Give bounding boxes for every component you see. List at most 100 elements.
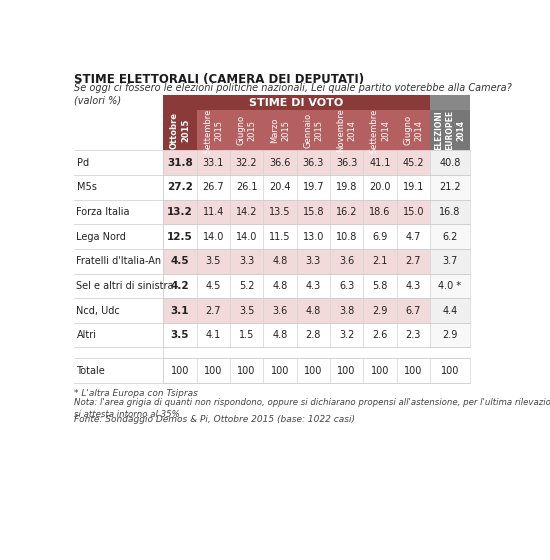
Text: 3.2: 3.2 xyxy=(339,330,354,340)
Text: Fratelli d'Italia-An: Fratelli d'Italia-An xyxy=(76,256,162,266)
Text: 2.6: 2.6 xyxy=(372,330,388,340)
Bar xyxy=(430,224,470,249)
Text: 6.3: 6.3 xyxy=(339,281,354,291)
Bar xyxy=(197,110,230,151)
Bar xyxy=(163,95,430,110)
Bar xyxy=(230,298,263,323)
Text: 5.2: 5.2 xyxy=(239,281,254,291)
Text: 3.6: 3.6 xyxy=(272,306,288,315)
Text: Ncd, Udc: Ncd, Udc xyxy=(76,306,120,315)
Text: 2.8: 2.8 xyxy=(306,330,321,340)
Text: Se oggi ci fossero le elezioni politiche nazionali, Lei quale partito voterebbe : Se oggi ci fossero le elezioni politiche… xyxy=(74,83,512,105)
Text: 13.5: 13.5 xyxy=(269,207,291,217)
Text: 26.1: 26.1 xyxy=(236,183,257,192)
Bar xyxy=(330,298,363,323)
Text: 40.8: 40.8 xyxy=(439,158,461,167)
Text: 19.7: 19.7 xyxy=(302,183,324,192)
Text: 26.7: 26.7 xyxy=(202,183,224,192)
Bar xyxy=(74,200,163,224)
Bar xyxy=(163,358,197,383)
Text: 3.3: 3.3 xyxy=(306,256,321,266)
Bar xyxy=(296,224,330,249)
Text: M5s: M5s xyxy=(76,183,96,192)
Bar xyxy=(397,110,430,151)
Bar xyxy=(296,200,330,224)
Bar xyxy=(397,224,430,249)
Text: 15.8: 15.8 xyxy=(302,207,324,217)
Bar xyxy=(330,323,363,347)
Text: 19.1: 19.1 xyxy=(403,183,424,192)
Bar xyxy=(230,175,263,200)
Text: Fonte: Sondaggio Demos & Pi, Ottobre 2015 (base: 1022 casi): Fonte: Sondaggio Demos & Pi, Ottobre 201… xyxy=(74,416,355,424)
Text: Ottobre
2015: Ottobre 2015 xyxy=(170,112,190,149)
Bar xyxy=(263,224,296,249)
Text: 20.4: 20.4 xyxy=(269,183,291,192)
Text: 6.9: 6.9 xyxy=(372,232,388,241)
Bar xyxy=(296,175,330,200)
Bar xyxy=(230,358,263,383)
Bar xyxy=(330,249,363,274)
Text: 4.5: 4.5 xyxy=(170,256,189,266)
Bar xyxy=(74,358,163,383)
Bar xyxy=(263,151,296,175)
Text: ELEZIONI
EUROPEE
2014: ELEZIONI EUROPEE 2014 xyxy=(434,110,466,151)
Bar xyxy=(430,298,470,323)
Bar xyxy=(263,274,296,298)
Bar xyxy=(296,249,330,274)
Bar xyxy=(397,200,430,224)
Text: 4.5: 4.5 xyxy=(206,281,221,291)
Bar xyxy=(363,151,397,175)
Text: 100: 100 xyxy=(441,366,459,376)
Text: 4.7: 4.7 xyxy=(405,232,421,241)
Bar xyxy=(230,200,263,224)
Text: 4.8: 4.8 xyxy=(272,330,288,340)
Text: 2.9: 2.9 xyxy=(372,306,388,315)
Bar xyxy=(430,151,470,175)
Bar xyxy=(230,151,263,175)
Text: 4.8: 4.8 xyxy=(306,306,321,315)
Text: 41.1: 41.1 xyxy=(369,158,390,167)
Text: 100: 100 xyxy=(170,366,189,376)
Bar xyxy=(74,249,163,274)
Text: 4.3: 4.3 xyxy=(405,281,421,291)
Text: 4.3: 4.3 xyxy=(306,281,321,291)
Text: * L'altra Europa con Tsipras: * L'altra Europa con Tsipras xyxy=(74,389,198,398)
Bar xyxy=(397,298,430,323)
Bar xyxy=(74,298,163,323)
Bar xyxy=(430,110,470,151)
Text: Settembre
2014: Settembre 2014 xyxy=(370,108,390,152)
Bar xyxy=(197,323,230,347)
Text: 3.6: 3.6 xyxy=(339,256,354,266)
Text: 100: 100 xyxy=(404,366,422,376)
Text: STIME DI VOTO: STIME DI VOTO xyxy=(250,97,344,108)
Text: Giugno
2015: Giugno 2015 xyxy=(236,115,257,146)
Text: 10.8: 10.8 xyxy=(336,232,358,241)
Bar xyxy=(363,110,397,151)
Text: 27.2: 27.2 xyxy=(167,183,193,192)
Bar xyxy=(263,110,296,151)
Bar xyxy=(230,110,263,151)
Text: 2.1: 2.1 xyxy=(372,256,388,266)
Bar xyxy=(430,323,470,347)
Text: 32.2: 32.2 xyxy=(236,158,257,167)
Text: 4.8: 4.8 xyxy=(272,256,288,266)
Bar xyxy=(74,323,163,347)
Bar xyxy=(330,175,363,200)
Bar xyxy=(197,249,230,274)
Bar xyxy=(397,358,430,383)
Bar xyxy=(263,249,296,274)
Bar xyxy=(397,175,430,200)
Bar xyxy=(363,274,397,298)
Bar xyxy=(330,274,363,298)
Text: 36.3: 36.3 xyxy=(302,158,324,167)
Text: Novembre
2014: Novembre 2014 xyxy=(337,109,356,152)
Text: 3.8: 3.8 xyxy=(339,306,354,315)
Text: 11.4: 11.4 xyxy=(202,207,224,217)
Text: 100: 100 xyxy=(204,366,222,376)
Bar xyxy=(163,151,197,175)
Bar xyxy=(230,274,263,298)
Bar xyxy=(197,224,230,249)
Bar xyxy=(74,224,163,249)
Bar xyxy=(163,110,197,151)
Text: Totale: Totale xyxy=(76,366,105,376)
